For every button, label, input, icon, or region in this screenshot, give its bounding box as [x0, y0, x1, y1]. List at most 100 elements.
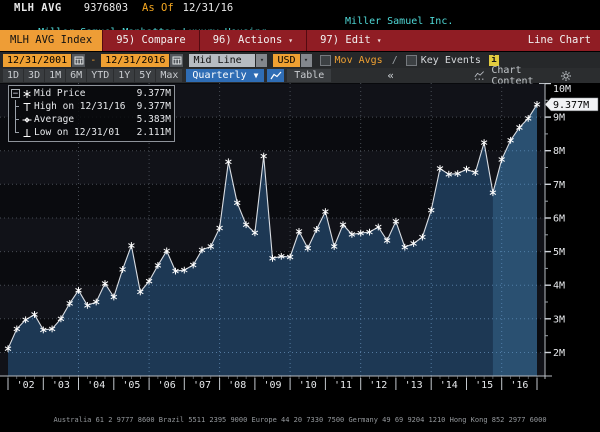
- range-button-1y[interactable]: 1Y: [114, 69, 135, 82]
- ticker-symbol: MLH AVG: [14, 2, 62, 14]
- price-field-caret[interactable]: ▾: [256, 53, 268, 67]
- x-axis-label: '04: [87, 380, 105, 391]
- high-marker-icon: [22, 102, 34, 112]
- price-field-select[interactable]: Mid Line: [189, 53, 256, 67]
- legend-row: High on 12/31/16 9.377M: [11, 100, 171, 113]
- range-button-max[interactable]: Max: [156, 69, 183, 82]
- range-button-1d[interactable]: 1D: [3, 69, 24, 82]
- calendar-icon: [74, 56, 84, 65]
- end-date-calendar-button[interactable]: [170, 53, 184, 67]
- y-axis-label: 9M: [553, 113, 565, 124]
- x-axis-label: '06: [158, 380, 176, 391]
- chart-legend: − Mid Price 9.377M High on 12/31/16 9.377M Av…: [8, 85, 175, 142]
- key-events-checkbox[interactable]: [405, 54, 417, 66]
- y-axis-label: 6M: [553, 214, 565, 225]
- legend-collapse-icon[interactable]: −: [11, 89, 20, 99]
- last-price-label: 9.377M: [553, 100, 589, 111]
- range-button-6m[interactable]: 6M: [66, 69, 87, 82]
- currency-select[interactable]: USD: [273, 53, 300, 67]
- start-date-field[interactable]: 12/31/2001: [3, 53, 72, 67]
- chart-toolbar-row-2: 1D 3D 1M 6M YTD 1Y 5Y Max Quarterly ▼ Table « C…: [0, 65, 600, 87]
- legend-tree-connector: [11, 126, 20, 139]
- chart-type-label[interactable]: Line Chart: [527, 34, 591, 46]
- average-marker-icon: [22, 115, 34, 125]
- chart-area: 2M 3M 4M 5M 6M 7M 8M 9M 10M 9.377M '02 '03 '04 '05 '06…: [0, 83, 600, 392]
- collapse-panel-button[interactable]: «: [387, 69, 394, 82]
- legend-value: 2.111M: [136, 127, 171, 138]
- end-date-field[interactable]: 12/31/2016: [101, 53, 170, 67]
- calendar-icon: [172, 56, 182, 65]
- company-name: Miller Samuel Inc.: [345, 16, 454, 27]
- chart-content-label: Chart Content: [491, 64, 534, 87]
- legend-value: 9.377M: [136, 101, 171, 112]
- x-axis-label: '12: [369, 380, 387, 391]
- y-axis-label: 5M: [553, 247, 565, 258]
- y-axis-label: 3M: [553, 314, 565, 325]
- y-axis-label: 8M: [553, 146, 565, 157]
- x-axis-label: '05: [122, 380, 140, 391]
- as-of-date: 12/31/16: [182, 2, 234, 14]
- x-axis-label: '11: [334, 380, 352, 391]
- legend-row: − Mid Price 9.377M: [11, 87, 171, 100]
- menu-bar: MLH AVG Index 95) Compare 96) Actions ▾ 97)…: [0, 30, 600, 51]
- y-axis-label: 4M: [553, 281, 565, 292]
- x-axis-label: '13: [405, 380, 423, 391]
- menu-item-edit[interactable]: 97) Edit ▾: [306, 30, 394, 51]
- x-axis-label: '15: [475, 380, 493, 391]
- currency-caret[interactable]: ▾: [300, 53, 312, 67]
- security-title-bar: Miller Samuel Manhattan Luxury Housing .…: [14, 16, 453, 38]
- menu-item-actions[interactable]: 96) Actions ▾: [198, 30, 306, 51]
- period-select[interactable]: Quarterly ▼: [186, 69, 265, 82]
- caret-down-icon: ▼: [253, 71, 259, 80]
- legend-row: Average 5.383M: [11, 113, 171, 126]
- asterisk-marker-icon: [22, 89, 34, 99]
- tab-security[interactable]: MLH AVG Index: [0, 30, 103, 51]
- legend-tree-connector: [11, 100, 20, 113]
- range-button-3d[interactable]: 3D: [24, 69, 45, 82]
- y-axis-label: 7M: [553, 180, 565, 191]
- range-buttons: 1D 3D 1M 6M YTD 1Y 5Y Max: [3, 69, 183, 82]
- caret-down-icon: ▾: [376, 36, 382, 45]
- caret-down-icon: ▾: [288, 36, 294, 45]
- price-chart-canvas[interactable]: 2M 3M 4M 5M 6M 7M 8M 9M 10M 9.377M '02 '03 '04 '05 '06…: [0, 83, 600, 392]
- legend-label: High on 12/31/16: [34, 101, 126, 112]
- table-button[interactable]: Table: [287, 69, 332, 82]
- range-button-5y[interactable]: 5Y: [135, 69, 156, 82]
- ticker-number: 9376803: [83, 2, 129, 14]
- x-axis-label: '09: [263, 380, 281, 391]
- line-chart-icon: [270, 71, 282, 80]
- footer-contact-line: Australia 61 2 9777 8600 Brazil 5511 239…: [53, 416, 547, 424]
- mov-avgs-checkbox[interactable]: [319, 54, 331, 66]
- gear-icon: [561, 70, 571, 81]
- annotate-slash-icon[interactable]: /: [391, 54, 398, 66]
- x-axis-label: '16: [510, 380, 528, 391]
- period-label: Quarterly: [192, 70, 247, 81]
- range-button-1m[interactable]: 1M: [45, 69, 66, 82]
- settings-button[interactable]: [560, 70, 572, 82]
- last-price-pill: [544, 97, 599, 112]
- x-axis-label: '07: [193, 380, 211, 391]
- legend-label: Mid Price: [34, 88, 86, 99]
- y-axis-label: 10M: [553, 84, 571, 95]
- legend-label: Low on 12/31/01: [34, 127, 120, 138]
- chart-toolbar-row-1: 12/31/2001 - 12/31/2016 Mid Line ▾ USD ▾…: [0, 52, 600, 68]
- legend-label: Average: [34, 114, 75, 125]
- legend-row: Low on 12/31/01 2.111M: [11, 126, 171, 139]
- legend-tree-connector: [11, 113, 20, 126]
- data-point-markers: [4, 101, 541, 353]
- chart-type-button[interactable]: [267, 69, 285, 82]
- x-axis-label: '10: [299, 380, 317, 391]
- mov-avgs-label: Mov Avgs: [334, 54, 383, 66]
- menu-items: 95) Compare 96) Actions ▾ 97) Edit ▾: [102, 30, 394, 51]
- x-axis-label: '02: [17, 380, 35, 391]
- low-marker-icon: [22, 128, 34, 138]
- footer: Australia 61 2 9777 8600 Brazil 5511 239…: [0, 398, 600, 432]
- range-button-ytd[interactable]: YTD: [87, 69, 114, 82]
- terminal-header: MLH AVG 9376803 As Of 12/31/16: [14, 1, 233, 15]
- start-date-calendar-button[interactable]: [72, 53, 86, 67]
- menu-item-compare[interactable]: 95) Compare: [102, 30, 199, 51]
- info-badge[interactable]: i: [488, 54, 499, 66]
- x-axis-label: '08: [228, 380, 246, 391]
- chart-content-button[interactable]: Chart Content: [474, 65, 560, 87]
